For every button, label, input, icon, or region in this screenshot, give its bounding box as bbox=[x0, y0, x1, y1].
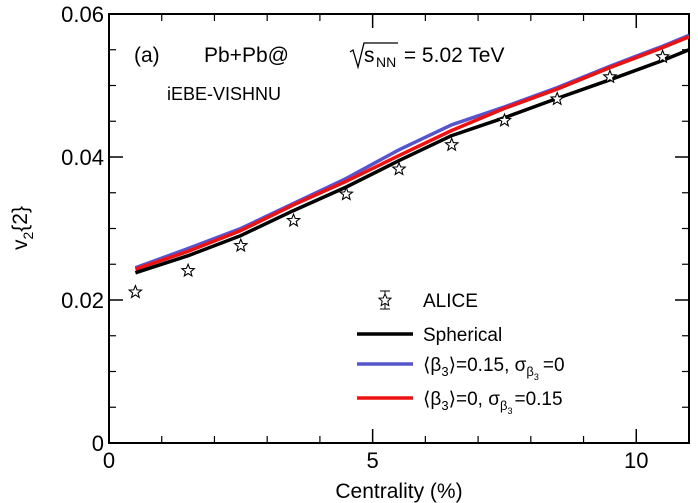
model-curves bbox=[134, 33, 690, 275]
legend-blue-label: ⟨β3⟩=0.15, σβ3=0 bbox=[423, 355, 565, 382]
axis-tick-labels: 0 5 10 0 0.02 0.04 0.06 bbox=[61, 2, 648, 473]
x-tick-label: 10 bbox=[624, 448, 648, 473]
legend-red-sigma: σ bbox=[488, 389, 500, 410]
sqrt-s-subscript: NN bbox=[376, 54, 396, 70]
legend-alice-marker bbox=[377, 290, 393, 310]
legend-blue-beta-close: ⟩ bbox=[449, 355, 456, 376]
legend-blue-sigma: σ bbox=[515, 355, 527, 376]
collision-energy: = 5.02 TeV bbox=[398, 44, 504, 67]
y-tick-label: 0 bbox=[92, 431, 104, 456]
legend: ALICE Spherical ⟨β3⟩=0.15, σβ3=0 ⟨β3⟩=0,… bbox=[357, 290, 565, 416]
series-line-2 bbox=[134, 35, 690, 271]
model-label: iEBE-VISHNU bbox=[167, 84, 281, 104]
alice-point bbox=[233, 237, 249, 253]
alice-point bbox=[655, 48, 671, 64]
legend-blue-value-b: =0 bbox=[543, 355, 565, 376]
legend-blue-value-a: =0.15, bbox=[456, 355, 515, 376]
alice-point bbox=[338, 186, 354, 201]
legend-blue-sigma-sub: β bbox=[526, 364, 533, 379]
legend-alice-label: ALICE bbox=[423, 291, 478, 312]
legend-red-label: ⟨β3⟩=0, σβ3=0.15 bbox=[423, 389, 563, 416]
legend-red-beta-open: ⟨β bbox=[423, 389, 441, 410]
alice-point bbox=[602, 68, 618, 84]
legend-blue-beta-open: ⟨β bbox=[423, 355, 441, 376]
y-axis-title: v2{2} bbox=[9, 206, 36, 250]
alice-point bbox=[549, 91, 565, 106]
alice-point bbox=[285, 212, 302, 228]
y-axis-title-sub: 2 bbox=[20, 232, 36, 240]
alice-point bbox=[391, 161, 407, 176]
alice-points bbox=[127, 48, 671, 299]
collision-system: Pb+Pb@ bbox=[204, 44, 289, 67]
y-tick-label: 0.06 bbox=[61, 2, 104, 27]
series-line-0 bbox=[134, 48, 690, 275]
y-axis-title-main: v bbox=[9, 239, 32, 250]
x-axis-title: Centrality (%) bbox=[335, 480, 462, 503]
legend-red-value-a: =0, bbox=[456, 389, 488, 410]
plot-frame bbox=[108, 13, 690, 444]
sqrt-s: s bbox=[364, 44, 375, 67]
legend-red-sigma-sub: β bbox=[500, 398, 507, 413]
y-axis-title-rest: {2} bbox=[9, 206, 32, 232]
legend-blue-beta-sub: 3 bbox=[441, 364, 448, 379]
alice-point bbox=[180, 262, 196, 278]
alice-point bbox=[127, 284, 143, 299]
legend-red-value-b: =0.15 bbox=[514, 389, 562, 410]
legend-red-beta-close: ⟩ bbox=[449, 389, 456, 410]
legend-red-beta-sub: 3 bbox=[441, 398, 448, 413]
legend-blue-sigma-subsub: 3 bbox=[534, 372, 539, 382]
legend-spherical-label: Spherical bbox=[423, 325, 502, 346]
axis-ticks bbox=[108, 13, 690, 444]
panel-label: (a) bbox=[134, 44, 160, 67]
y-tick-label: 0.02 bbox=[61, 288, 104, 313]
legend-red-sigma-subsub: 3 bbox=[507, 406, 512, 416]
y-tick-label: 0.04 bbox=[61, 145, 104, 170]
alice-point bbox=[444, 136, 460, 152]
x-tick-label: 0 bbox=[103, 448, 115, 473]
x-tick-label: 5 bbox=[367, 448, 379, 473]
alice-point bbox=[496, 112, 513, 128]
sqrt-symbol bbox=[349, 42, 398, 70]
